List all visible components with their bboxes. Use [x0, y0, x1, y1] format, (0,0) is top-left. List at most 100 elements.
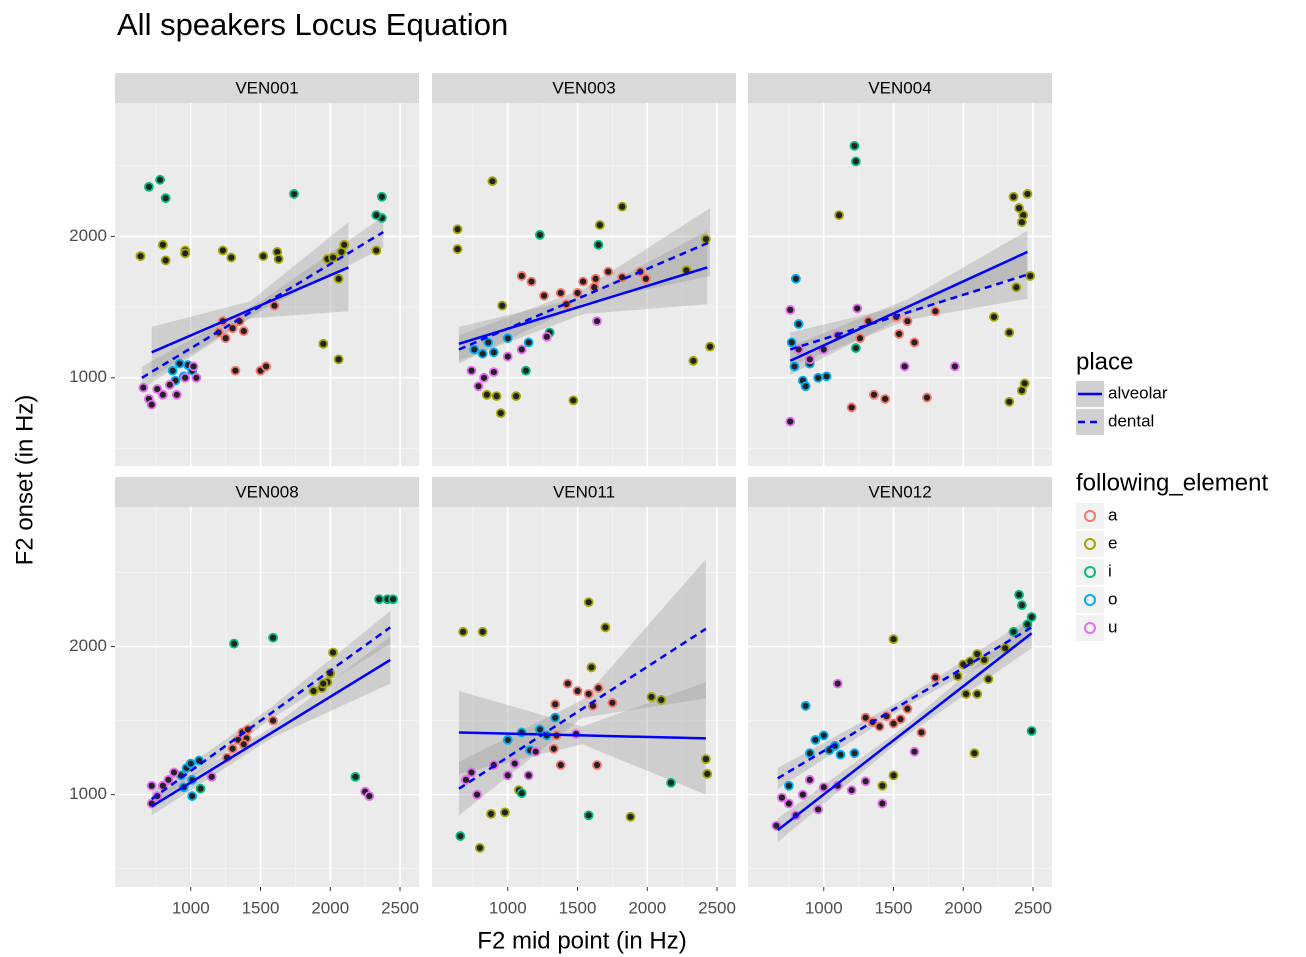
point: [593, 239, 604, 250]
legend-key: [1076, 615, 1104, 641]
y-tick-label: 1000: [69, 367, 107, 386]
point: [195, 783, 206, 794]
legend-swatch: [1084, 538, 1096, 550]
point: [534, 724, 545, 735]
point: [495, 408, 506, 419]
point: [1008, 626, 1019, 637]
point: [155, 174, 165, 185]
point: [530, 746, 541, 757]
legend-swatch: [1084, 566, 1096, 578]
point: [500, 807, 510, 818]
point: [318, 338, 329, 349]
point: [850, 156, 861, 167]
strip-label: VEN012: [868, 482, 931, 501]
panel: [748, 103, 1052, 466]
legend-key: [1076, 587, 1104, 613]
plot-area: [455, 559, 713, 853]
point: [902, 703, 913, 714]
point: [238, 739, 249, 750]
point: [163, 774, 174, 785]
point: [797, 789, 808, 800]
confidence-band: [458, 559, 706, 816]
plot-area: [785, 140, 1036, 427]
point: [916, 727, 927, 738]
point: [339, 239, 350, 250]
point: [972, 649, 983, 659]
point: [666, 777, 676, 788]
point: [972, 689, 983, 699]
point: [909, 746, 920, 757]
point: [810, 734, 821, 745]
point: [466, 767, 477, 778]
point: [783, 798, 794, 809]
confidence-band: [151, 222, 349, 378]
legend-key: [1076, 503, 1104, 529]
x-tick-label: 1500: [559, 898, 597, 917]
legend-label: u: [1108, 617, 1117, 636]
point: [364, 791, 375, 802]
point: [846, 785, 857, 796]
point: [555, 760, 566, 770]
strip: [748, 477, 1052, 507]
point: [888, 634, 899, 645]
point: [895, 714, 906, 725]
fit-line: [141, 231, 384, 379]
point: [185, 758, 196, 769]
point: [146, 399, 157, 410]
point: [818, 782, 829, 793]
point: [526, 276, 537, 287]
point: [800, 700, 811, 711]
point: [989, 312, 999, 322]
chart-title: All speakers Locus Equation: [117, 7, 508, 42]
y-tick-label: 1000: [69, 784, 107, 803]
point: [157, 389, 168, 400]
legend-label: alveolar: [1108, 383, 1168, 402]
point: [458, 626, 469, 637]
point: [466, 365, 477, 376]
point: [1011, 282, 1022, 293]
point: [333, 354, 344, 365]
point: [1026, 612, 1037, 622]
point: [160, 193, 171, 204]
x-axis-label: F2 mid point (in Hz): [477, 927, 686, 954]
point: [191, 372, 202, 383]
x-tick-label: 1000: [805, 898, 843, 917]
point: [550, 699, 561, 710]
point: [625, 811, 636, 822]
point: [497, 300, 508, 311]
fit-line: [776, 632, 1033, 832]
point: [273, 254, 284, 264]
point: [949, 361, 960, 372]
point: [238, 326, 249, 336]
point: [789, 361, 800, 372]
point: [226, 252, 237, 263]
point: [813, 804, 824, 815]
point: [804, 354, 815, 365]
point: [568, 395, 579, 406]
point: [486, 808, 496, 819]
point: [229, 638, 239, 649]
point: [888, 770, 899, 781]
point: [135, 251, 146, 262]
point: [583, 597, 594, 608]
point: [138, 382, 149, 393]
point: [771, 820, 782, 831]
point: [785, 304, 796, 315]
point: [376, 191, 387, 202]
point: [520, 365, 531, 376]
point: [487, 176, 498, 187]
legend-swatch: [1084, 622, 1096, 634]
point: [646, 692, 657, 702]
x-tick-label: 2000: [944, 898, 982, 917]
y-tick-label: 2000: [69, 636, 107, 655]
point: [688, 355, 699, 366]
point: [534, 230, 545, 240]
fit-line: [458, 266, 708, 346]
strip-label: VEN001: [235, 78, 298, 97]
point: [188, 361, 199, 372]
point: [477, 348, 488, 359]
point: [961, 689, 971, 699]
fit-line: [458, 731, 706, 740]
point: [607, 697, 618, 708]
